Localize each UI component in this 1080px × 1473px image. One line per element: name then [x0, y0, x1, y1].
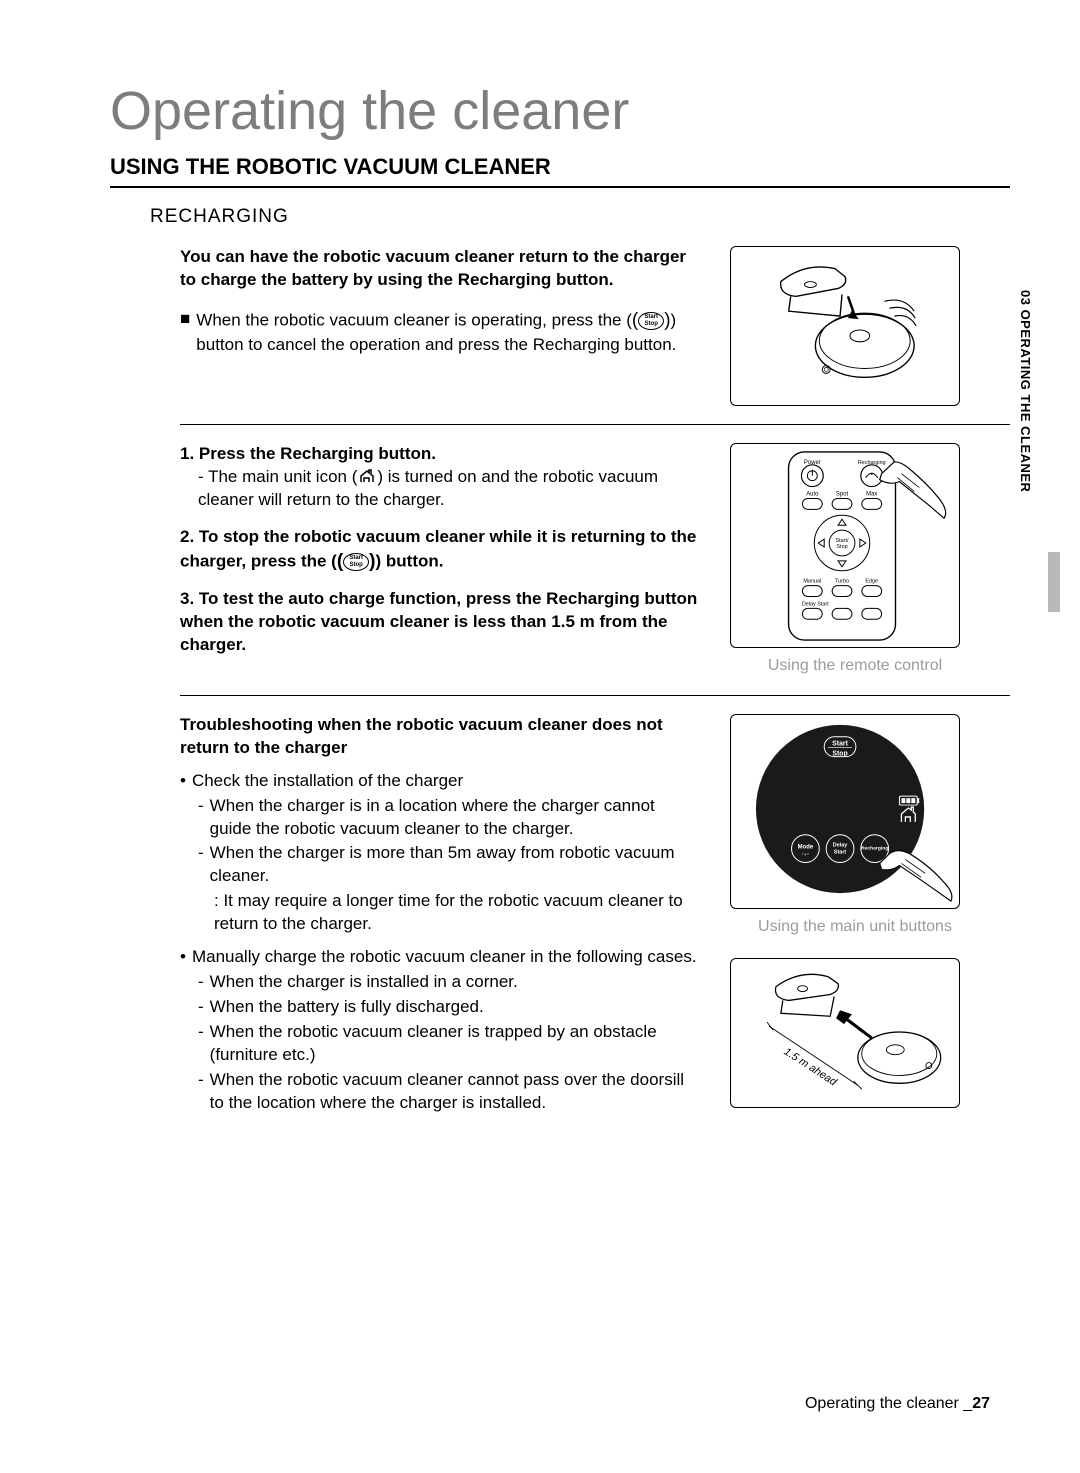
svg-text:Power: Power — [804, 460, 821, 466]
illustration-main-unit: Start Stop Mode ◦₊◦ Delay — [730, 714, 960, 909]
start-stop-inline-icon: StartStop — [343, 553, 369, 571]
home-icon — [357, 468, 377, 486]
square-bullet-icon: ■ — [180, 308, 190, 357]
bullet-icon: • — [180, 946, 186, 969]
svg-text:Recharging: Recharging — [861, 845, 888, 851]
chapter-title: Operating the cleaner — [110, 80, 1010, 142]
page-footer: Operating the cleaner _27 — [805, 1395, 990, 1413]
svg-text:Start: Start — [834, 849, 847, 855]
svg-text:Mode: Mode — [798, 844, 814, 850]
svg-text:◦₊◦: ◦₊◦ — [802, 851, 809, 857]
illustration-docking — [730, 246, 960, 406]
dash-icon: - — [198, 1069, 204, 1115]
step-3: 3. To test the auto charge function, pre… — [180, 588, 700, 657]
section-title: USING THE ROBOTIC VACUUM CLEANER — [110, 154, 1010, 188]
divider — [180, 424, 1010, 425]
intro-bullet: ■ When the robotic vacuum cleaner is ope… — [180, 308, 700, 357]
dash-icon: - — [198, 996, 204, 1019]
svg-text:Stop: Stop — [836, 544, 847, 550]
svg-text:Stop: Stop — [832, 750, 847, 757]
start-stop-inline-icon: StartStop — [638, 312, 664, 330]
svg-text:Max: Max — [866, 491, 877, 497]
subsection-title: RECHARGING — [150, 206, 1010, 228]
step-1: 1. Press the Recharging button. - The ma… — [180, 443, 700, 512]
dash-icon: - — [198, 795, 204, 841]
caption-unit: Using the main unit buttons — [730, 917, 980, 938]
svg-text:Spot: Spot — [836, 491, 849, 497]
side-tab-highlight — [1048, 552, 1060, 612]
svg-text:Manual: Manual — [803, 579, 821, 585]
svg-text:Turbo: Turbo — [835, 579, 849, 585]
caption-remote: Using the remote control — [730, 656, 980, 677]
svg-text:Delay: Delay — [833, 842, 848, 848]
bullet-icon: • — [180, 770, 186, 793]
side-tab: 03 OPERATING THE CLEANER — [1018, 290, 1040, 560]
trouble-bullet-2: • Manually charge the robotic vacuum cle… — [180, 946, 700, 969]
intro-text: You can have the robotic vacuum cleaner … — [180, 246, 700, 292]
svg-text:Auto: Auto — [806, 491, 819, 497]
step-2: 2. To stop the robotic vacuum cleaner wh… — [180, 526, 700, 575]
steps-row: 1. Press the Recharging button. - The ma… — [180, 443, 1010, 677]
illustration-distance: 1.5 m ahead — [730, 958, 960, 1108]
divider — [180, 695, 1010, 696]
intro-row: You can have the robotic vacuum cleaner … — [180, 246, 1010, 406]
illustration-remote: Power Recharging Auto Spot Max Start/ — [730, 443, 960, 648]
trouble-title: Troubleshooting when the robotic vacuum … — [180, 714, 700, 760]
dash-icon: - — [198, 842, 204, 888]
svg-text:Edge: Edge — [865, 579, 878, 585]
trouble-bullet-1: • Check the installation of the charger — [180, 770, 700, 793]
dash-icon: - — [198, 1021, 204, 1067]
manual-page: Operating the cleaner USING THE ROBOTIC … — [0, 0, 1080, 1473]
dash-icon: - — [198, 971, 204, 994]
trouble-row: Troubleshooting when the robotic vacuum … — [180, 714, 1010, 1117]
svg-text:Recharging: Recharging — [858, 460, 886, 466]
svg-text:Delay Start: Delay Start — [802, 601, 829, 607]
svg-text:Start: Start — [832, 740, 848, 747]
